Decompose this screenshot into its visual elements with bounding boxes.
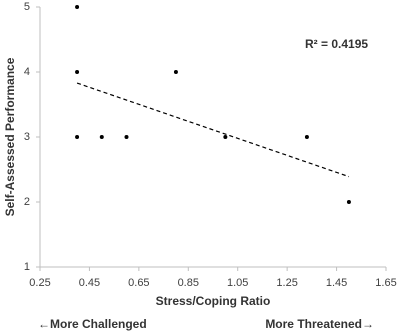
left-note: ←More Challenged (38, 317, 147, 331)
trendline (76, 82, 350, 178)
x-tick-label: 0.45 (79, 277, 100, 289)
x-tick-label: 1.45 (326, 277, 347, 289)
data-point (75, 70, 80, 74)
data-point (346, 200, 351, 204)
right-note: More Threatened→ (265, 317, 374, 331)
x-tick-label: 0.25 (29, 277, 50, 289)
data-point (75, 5, 80, 9)
y-tick-label: 3 (24, 131, 30, 143)
data-point (173, 70, 178, 74)
data-point (223, 135, 228, 139)
y-axis-label: Self-Assessed Performance (3, 57, 17, 216)
x-axis-label: Stress/Coping Ratio (156, 294, 271, 308)
x-tick-label: 1.65 (375, 277, 396, 289)
r-squared-annotation: R² = 0.4195 (305, 37, 368, 51)
data-point (304, 135, 309, 139)
data-point (75, 135, 80, 139)
data-point (99, 135, 104, 139)
x-tick-label: 1.25 (276, 277, 297, 289)
y-tick-label: 4 (24, 66, 30, 78)
data-point (124, 135, 129, 139)
y-tick-label: 5 (24, 1, 30, 13)
y-tick-label: 1 (24, 261, 30, 273)
x-tick-label: 0.85 (178, 277, 199, 289)
x-tick-label: 1.05 (227, 277, 248, 289)
y-tick-label: 2 (24, 196, 30, 208)
x-tick-label: 0.65 (128, 277, 149, 289)
